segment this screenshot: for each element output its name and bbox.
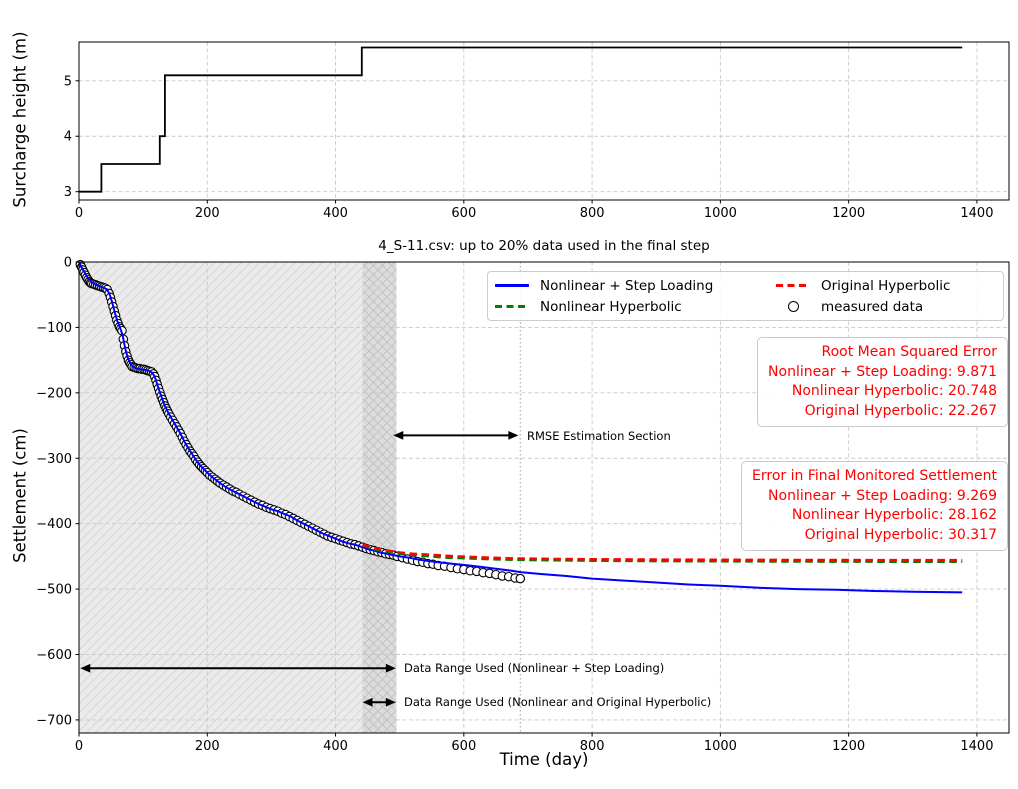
settlement-y-axis-label: Settlement (cm) [10, 428, 30, 563]
rmse-section-annotation-label: RMSE Estimation Section [527, 429, 671, 443]
y-tick-label: −200 [36, 386, 72, 401]
legend-column-2: Original Hyperbolic measured data [775, 275, 1003, 317]
x-tick-label: 200 [195, 739, 220, 754]
range-step-loading-arrow [80, 663, 396, 673]
circle-marker-key [775, 301, 811, 312]
final-error-box-line-2: Nonlinear Hyperbolic: 28.162 [791, 507, 997, 523]
final-error-box-line-1: Nonlinear + Step Loading: 9.269 [768, 487, 997, 504]
x-tick-label: 600 [451, 206, 476, 221]
y-tick-label: −300 [36, 452, 72, 467]
y-tick-label: −700 [36, 713, 72, 728]
rmse-box-line-2: Nonlinear Hyperbolic: 20.748 [791, 383, 997, 399]
x-tick-label: 600 [451, 739, 476, 754]
rmse-box-title: Root Mean Squared Error [821, 344, 997, 360]
y-tick-label: −400 [36, 517, 72, 532]
data-range-hyperbolic-annotation-label: Data Range Used (Nonlinear and Original … [404, 695, 712, 709]
legend-item-nonlinear-hyperbolic: Nonlinear Hyperbolic [494, 296, 775, 317]
legend-label-nonlinear-hyperbolic: Nonlinear Hyperbolic [540, 298, 682, 315]
final-error-info-box: Error in Final Monitored Settlement Nonl… [741, 461, 1008, 551]
legend-item-step-loading: Nonlinear + Step Loading [494, 275, 775, 296]
y-tick-label: 4 [64, 130, 72, 145]
time-x-axis-label: Time (day) [499, 750, 589, 769]
rmse-box-line-3: Original Hyperbolic: 22.267 [804, 402, 997, 419]
x-tick-label: 1000 [704, 739, 737, 754]
x-tick-label: 800 [580, 739, 605, 754]
x-tick-label: 200 [195, 206, 220, 221]
settlement-chart: 0 200 400 600 800 1000 1200 1400 0 −100 −200 −300 −4… [36, 256, 1010, 754]
rmse-info-box: Root Mean Squared Error Nonlinear + Step… [757, 337, 1008, 427]
y-tick-label: 5 [64, 74, 72, 89]
nonlinear-step-loading-line [78, 261, 963, 594]
red-dashed-line-key [775, 284, 811, 287]
legend-column-1: Nonlinear + Step Loading Nonlinear Hyper… [494, 275, 775, 317]
legend-label-original-hyperbolic: Original Hyperbolic [821, 277, 951, 294]
y-tick-label: 0 [64, 256, 72, 271]
x-tick-label: 400 [323, 739, 348, 754]
final-error-box-line-3: Original Hyperbolic: 30.317 [804, 526, 997, 543]
legend-label-measured-data: measured data [821, 298, 924, 315]
final-error-box-title: Error in Final Monitored Settlement [752, 468, 997, 484]
x-tick-label: 1200 [832, 739, 865, 754]
blue-solid-line-key [494, 284, 530, 287]
range-hyperbolic-arrow [362, 697, 396, 707]
axes-frame [78, 261, 1010, 734]
legend-label-step-loading: Nonlinear + Step Loading [540, 277, 714, 294]
legend-item-original-hyperbolic: Original Hyperbolic [775, 275, 1003, 296]
data-range-step-loading-annotation-label: Data Range Used (Nonlinear + Step Loadin… [404, 661, 665, 675]
x-tick-label: 1400 [960, 739, 993, 754]
x-tick-label: 0 [75, 206, 83, 221]
y-tick-label: −600 [36, 648, 72, 663]
rmse-section-arrow [393, 430, 519, 440]
y-tick-label: −500 [36, 583, 72, 598]
rmse-box-line-1: Nonlinear + Step Loading: 9.871 [768, 363, 997, 380]
y-tick-label: −100 [36, 321, 72, 336]
x-tick-label: 1000 [704, 206, 737, 221]
x-tick-label: 1200 [832, 206, 865, 221]
settlement-chart-title: 4_S-11.csv: up to 20% data used in the f… [378, 238, 710, 254]
y-tick-label: 3 [64, 185, 72, 200]
green-dashed-line-key [494, 305, 530, 308]
x-tick-label: 1400 [960, 206, 993, 221]
surcharge-y-axis-label: Surcharge height (m) [10, 31, 30, 208]
original-hyperbolic-line [362, 543, 963, 562]
legend: Nonlinear + Step Loading Nonlinear Hyper… [487, 271, 1004, 321]
surcharge-height-steps-line [79, 46, 963, 193]
axes-frame [78, 41, 1010, 201]
surcharge-height-chart: 0 200 400 600 800 1000 1200 1400 3 4 5 [64, 41, 1010, 221]
x-tick-label: 0 [75, 739, 83, 754]
x-tick-label: 800 [580, 206, 605, 221]
legend-item-measured-data: measured data [775, 296, 1003, 317]
x-tick-label: 400 [323, 206, 348, 221]
